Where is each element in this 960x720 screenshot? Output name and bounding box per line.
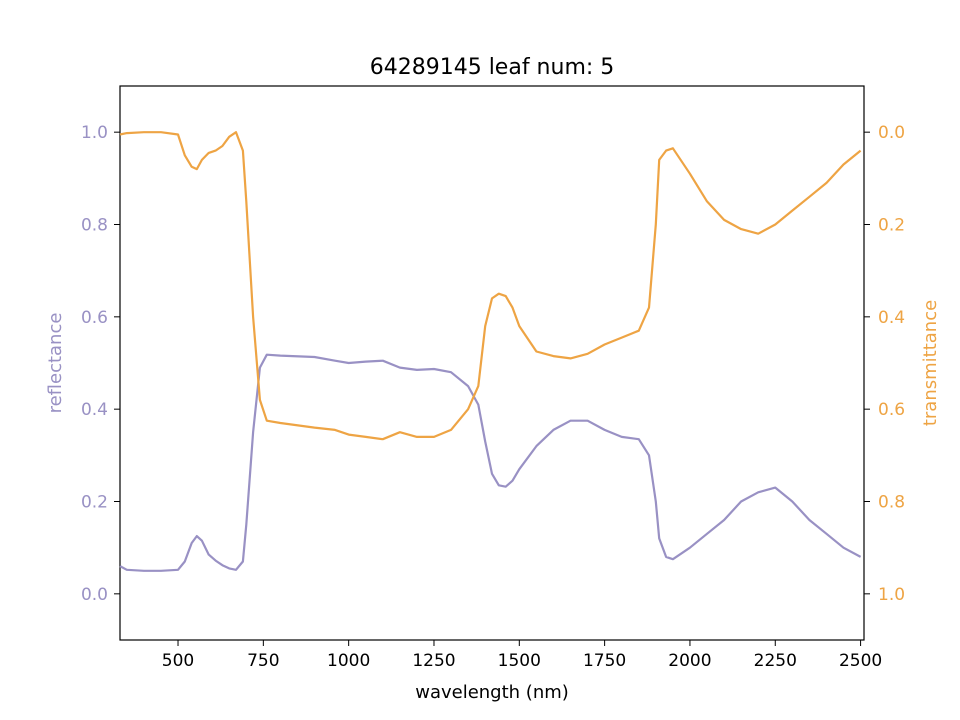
y-left-axis-label: reflectance: [45, 313, 66, 414]
y-left-tick-label: 0.8: [81, 216, 108, 236]
y-right-axis-ticks: 0.0 0.2 0.4 0.6 0.8 1.0: [864, 123, 905, 605]
axes-frame: [119, 85, 865, 641]
y-right-tick-label: 1.0: [878, 585, 905, 605]
x-axis-label: wavelength (nm): [415, 682, 569, 703]
y-left-tick-label: 1.0: [81, 123, 108, 143]
x-tick-label: 2000: [668, 651, 711, 671]
y-right-tick-label: 0.4: [878, 308, 905, 328]
x-tick-label: 1750: [583, 651, 626, 671]
x-tick-label: 2500: [839, 651, 882, 671]
x-tick-label: 1250: [412, 651, 455, 671]
plot-area: 500 750 1000 1250 1500 1750 2000 2250 2500 0.00.…: [81, 85, 905, 671]
chart-title: 64289145 leaf num: 5: [370, 55, 615, 80]
y-left-axis-ticks: 0.0 0.2 0.4 0.6 0.8 1.0: [81, 123, 120, 605]
series-lines: [119, 131, 862, 572]
x-tick-label: 500: [162, 651, 194, 671]
y-left-tick-label: 0.2: [81, 493, 108, 513]
transmittance-line: [119, 131, 862, 441]
y-right-tick-label: 0.8: [878, 493, 905, 513]
x-tick-label: 1000: [327, 651, 370, 671]
x-axis-ticks: 500 750 1000 1250 1500 1750 2000 2250 2500: [162, 640, 882, 671]
y-left-tick-label: 0.6: [81, 308, 108, 328]
x-tick-label: 2250: [754, 651, 797, 671]
x-tick-label: 750: [247, 651, 279, 671]
y-right-tick-label: 0.6: [878, 400, 905, 420]
y-left-tick-label: 0.0: [81, 585, 108, 605]
y-right-axis-label: transmittance: [920, 300, 941, 426]
y-right-tick-label: 0.2: [878, 216, 905, 236]
y-right-tick-label: 0.0: [878, 123, 905, 143]
y-left-tick-label: 0.4: [81, 400, 108, 420]
x-tick-label: 1500: [498, 651, 541, 671]
